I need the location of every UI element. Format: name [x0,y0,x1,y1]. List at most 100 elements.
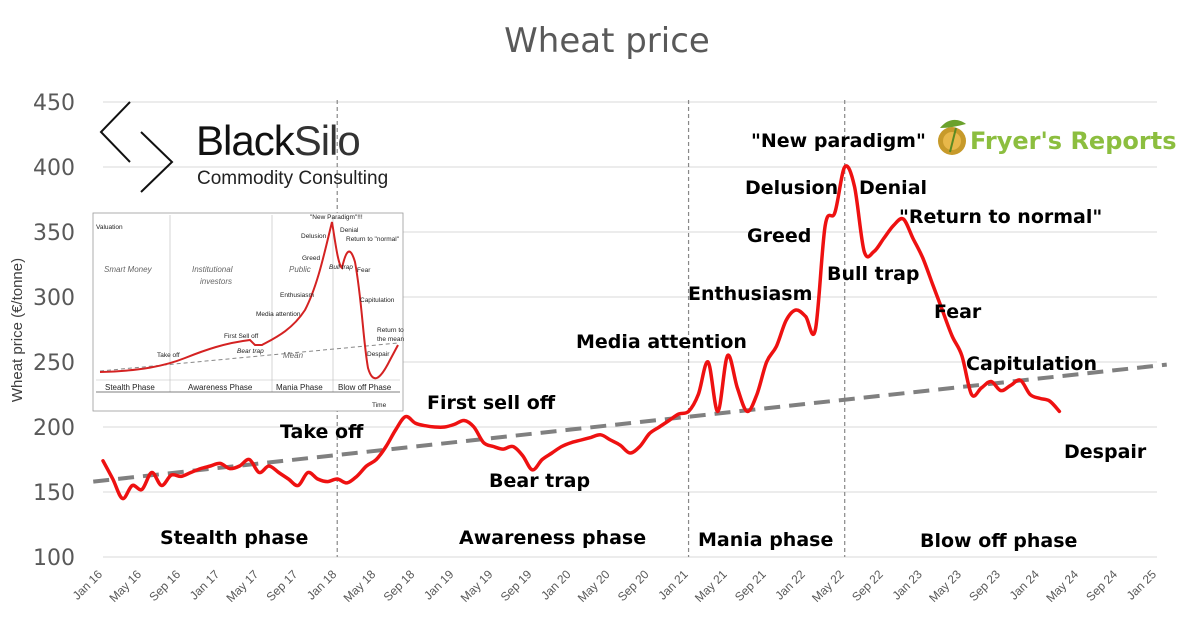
x-tick-label: Jan 25 [1124,567,1160,603]
inset-fear: Fear [357,267,371,274]
inset-return-normal: Return to "normal" [346,236,400,243]
y-tick-label: 250 [33,351,75,376]
y-tick-labels: 100 150 200 250 300 350 400 450 [33,91,75,571]
y-tick-label: 450 [33,91,75,116]
inset-public: Public [289,265,311,274]
blacksilo-name: BlackSilo [196,117,360,164]
x-tick-labels: Jan 16 May 16 Sep 16 Jan 17 May 17 Sep 17 Jan … [70,567,1160,605]
annotation-take-off: Take off [280,421,364,443]
inset-first-sell-off: First Sell off [224,333,258,340]
x-tick-label: Jan 23 [890,567,926,603]
phase-label-mania: Mania phase [698,529,833,551]
inset-denial: Denial [340,227,359,234]
x-tick-label: Sep 24 [1083,567,1120,604]
x-tick-label: May 24 [1043,567,1081,605]
x-tick-label: Sep 19 [498,567,535,604]
inset-phase-stealth: Stealth Phase [105,383,155,392]
x-tick-label: Jan 24 [1007,567,1043,603]
x-tick-label: Jan 19 [421,567,457,603]
inset-institutional: Institutional [192,265,233,274]
inset-return-mean-a: Return to [377,327,404,334]
fryers-reports-name: Fryer's Reports [970,127,1176,155]
x-tick-label: May 21 [692,567,730,605]
x-tick-label: Jan 21 [655,567,691,603]
phase-dividers [336,100,846,557]
inset-time: Time [372,402,387,409]
x-tick-label: Jan 20 [538,567,574,603]
x-tick-label: May 22 [809,567,847,605]
wheat-price-line [101,164,1062,501]
market-cycle-inset: Valuation Time Smart Money Institutional… [92,212,404,412]
annotation-capitulation: Capitulation [966,353,1097,375]
annotation-new-paradigm: "New paradigm" [751,130,926,152]
inset-smart-money: Smart Money [104,265,153,274]
inset-phase-blow-off: Blow off Phase [338,383,392,392]
inset-delusion: Delusion [301,233,327,240]
wheat-icon [938,119,966,155]
annotation-first-sell-off: First sell off [427,392,556,414]
blacksilo-tagline: Commodity Consulting [197,168,388,189]
x-tick-label: Sep 17 [264,567,301,604]
x-tick-label: May 16 [106,567,144,605]
phase-label-blow-off: Blow off phase [920,530,1077,552]
inset-bear-trap: Bear trap [237,348,264,355]
y-axis-label: Wheat price (€/tonne) [9,258,26,402]
inset-return-mean-b: the mean [377,336,404,343]
inset-mean-line [99,342,399,372]
x-tick-label: May 19 [458,567,496,605]
annotation-bear-trap: Bear trap [489,470,590,492]
x-tick-label: Sep 18 [381,567,418,604]
x-tick-label: Sep 23 [966,567,1003,604]
phase-label-stealth: Stealth phase [160,527,308,549]
fryers-reports-logo: Fryer's Reports [938,119,1176,155]
inset-enthusiasm: Enthusiasm [280,292,314,299]
inset-investors: investors [200,277,232,286]
mean-trend-line [93,362,1167,484]
y-tick-label: 150 [33,481,75,506]
phase-label-awareness: Awareness phase [459,527,646,549]
blacksilo-chevron-right-icon [140,131,174,193]
x-tick-label: Jan 18 [304,567,340,603]
x-tick-label: Jan 16 [70,567,106,603]
inset-greed: Greed [302,255,320,262]
y-tick-label: 300 [33,286,75,311]
blacksilo-logo: BlackSilo Commodity Consulting [99,101,388,193]
annotation-delusion: Delusion [745,177,838,199]
inset-valuation: Valuation [96,224,123,231]
x-tick-label: May 18 [341,567,379,605]
annotation-denial: Denial [859,177,927,199]
y-tick-label: 200 [33,416,75,441]
annotation-media-attention: Media attention [576,331,747,353]
annotation-despair: Despair [1064,441,1147,463]
y-tick-label: 400 [33,156,75,181]
inset-mean: Mean [283,351,304,360]
x-tick-label: Sep 22 [849,567,886,604]
x-tick-label: May 23 [926,567,964,605]
annotation-return-to-normal: "Return to normal" [899,206,1102,228]
chart-title: Wheat price [504,21,710,61]
annotation-fear: Fear [934,301,982,323]
x-tick-label: May 17 [224,567,262,605]
x-tick-label: Jan 22 [772,567,808,603]
inset-media-attention: Media attention [256,311,301,318]
x-tick-label: Sep 21 [732,567,769,604]
annotations: Take off First sell off Bear trap Media … [280,130,1147,492]
inset-capitulation: Capitulation [360,297,395,304]
x-tick-label: Sep 20 [615,567,652,604]
annotation-greed: Greed [747,225,811,247]
inset-cycle-curve [99,221,399,380]
annotation-bull-trap: Bull trap [827,263,920,285]
phase-labels: Stealth phase Awareness phase Mania phas… [160,527,1077,552]
x-tick-label: May 20 [575,567,613,605]
x-tick-label: Jan 17 [187,567,223,603]
inset-phase-mania: Mania Phase [276,383,323,392]
inset-phase-awareness: Awareness Phase [188,383,253,392]
inset-despair: Despair [367,351,390,358]
annotation-enthusiasm: Enthusiasm [688,283,812,305]
y-tick-label: 350 [33,221,75,246]
inset-new-paradigm: "New Paradigm"!!! [310,214,363,221]
inset-take-off: Take off [157,352,180,359]
x-tick-label: Sep 16 [146,567,183,604]
y-tick-label: 100 [33,546,75,571]
